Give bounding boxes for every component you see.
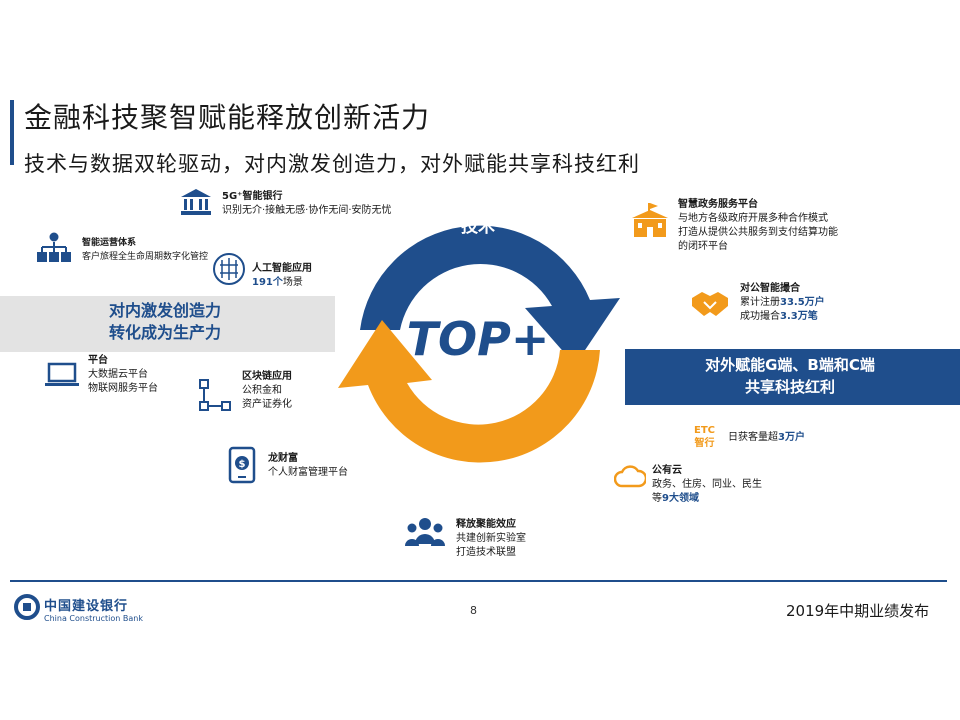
title-accent-bar: [10, 100, 14, 165]
gov-platform-line1: 与地方各级政府开展多种合作模式: [678, 213, 828, 224]
ccb-logo: 中国建设银行 China Construction Bank: [44, 595, 143, 623]
etc-label: ETC: [694, 425, 715, 436]
synergy-line1: 共建创新实验室: [456, 533, 526, 544]
etc-count: 3万户: [778, 432, 805, 443]
gov-platform-block: 智慧政务服务平台 与地方各级政府开展多种合作模式 打造从提供公共服务到支付结算功…: [678, 198, 838, 254]
platform-block: 平台 大数据云平台 物联网服务平台: [88, 354, 158, 396]
etc-badge: ETC 智行: [694, 424, 715, 450]
footer-event-title: 2019年中期业绩发布: [786, 602, 930, 620]
wealth-block: 龙财富 个人财富管理平台: [268, 452, 348, 480]
public-cloud-prefix: 等: [652, 493, 662, 504]
cloud-icon: [614, 465, 646, 488]
smart-bank-title: 5G⁺智能银行: [222, 191, 283, 202]
technology-arc: [360, 225, 620, 365]
public-cloud-line1: 政务、住房、同业、民生: [652, 479, 762, 490]
blockchain-line2: 资产证券化: [242, 399, 292, 410]
ops-system-text: 客户旅程全生命周期数字化管控: [82, 252, 209, 262]
ai-apps-suffix: 场景: [282, 277, 303, 288]
external-band-line2: 共享科技红利: [744, 378, 835, 396]
smart-bank-block: 5G⁺智能银行 识别无介·接触无感·协作无间·安防无忧: [222, 190, 392, 218]
gov-platform-line2: 打造从提供公共服务到支付结算功能: [678, 227, 838, 238]
registered-label: 累计注册: [740, 297, 780, 308]
footer-divider: [10, 580, 947, 582]
smart-bank-text: 识别无介·接触无感·协作无间·安防无忧: [222, 205, 392, 216]
wealth-line1: 个人财富管理平台: [268, 467, 348, 478]
handshake-icon: [692, 292, 728, 316]
corporate-matching-block: 对公智能撮合 累计注册33.5万户 成功撮合3.3万笔: [740, 282, 825, 324]
ccb-logo-cn: 中国建设银行: [44, 599, 129, 614]
etc-text: 日获客量超3万户: [728, 431, 805, 445]
ccb-logo-icon: [14, 594, 40, 620]
bank-icon: [181, 189, 211, 215]
org-chart-icon: [37, 232, 71, 262]
external-band-line1: 对外赋能G端、B端和C端: [705, 356, 875, 374]
svg-text:$: $: [239, 459, 246, 470]
internal-band: [0, 296, 335, 352]
external-band-text: 对外赋能G端、B端和C端 共享科技红利: [630, 354, 950, 398]
wealth-title: 龙财富: [268, 453, 298, 464]
ops-system-block: 智能运营体系 客户旅程全生命周期数字化管控: [82, 236, 208, 264]
page-title: 金融科技聚智赋能释放创新活力: [24, 101, 431, 134]
ccb-logo-en: China Construction Bank: [44, 614, 143, 623]
matched-count: 3.3万笔: [780, 311, 818, 322]
blockchain-block: 区块链应用 公积金和 资产证券化: [242, 370, 292, 412]
platform-line1: 大数据云平台: [88, 369, 148, 380]
internal-band-line2: 转化成为生产力: [108, 323, 221, 342]
laptop-icon: [45, 362, 79, 386]
etc-prefix: 日获客量超: [728, 432, 778, 443]
blockchain-icon: [199, 379, 231, 411]
platform-line2: 物联网服务平台: [88, 383, 158, 394]
internal-band-text: 对内激发创造力 转化成为生产力: [0, 300, 330, 344]
public-cloud-title: 公有云: [652, 465, 682, 476]
synergy-line2: 打造技术联盟: [456, 547, 516, 558]
corporate-matching-title: 对公智能撮合: [740, 283, 800, 294]
data-arc: [338, 320, 600, 463]
platform-title: 平台: [88, 355, 108, 366]
cycle-diagram: 技术 数据 TOP+: [338, 216, 620, 485]
blockchain-title: 区块链应用: [242, 371, 292, 382]
etc-smart-label: 智行: [694, 438, 715, 449]
public-cloud-block: 公有云 政务、住房、同业、民生 等9大领域: [652, 464, 762, 506]
page-subtitle: 技术与数据双轮驱动，对内激发创造力，对外赋能共享科技红利: [24, 152, 640, 176]
team-icon: [405, 518, 445, 546]
synergy-title: 释放聚能效应: [456, 519, 516, 530]
ai-apps-block: 人工智能应用 191个场景: [252, 262, 312, 290]
page-number: 8: [470, 604, 477, 617]
registered-count: 33.5万户: [780, 297, 825, 308]
synergy-block: 释放聚能效应 共建创新实验室 打造技术联盟: [456, 518, 526, 560]
mobile-wallet-icon: $: [228, 446, 256, 484]
ai-apps-count: 191个: [252, 277, 283, 288]
ai-chip-icon: [213, 253, 245, 285]
internal-band-line1: 对内激发创造力: [108, 301, 221, 320]
public-cloud-count: 9大领域: [662, 493, 699, 504]
matched-label: 成功撮合: [740, 311, 780, 322]
gov-platform-line3: 的闭环平台: [678, 241, 728, 252]
data-label: 数据: [461, 464, 495, 485]
technology-label: 技术: [461, 216, 495, 237]
ops-system-title: 智能运营体系: [82, 238, 137, 248]
gov-platform-title: 智慧政务服务平台: [678, 199, 758, 210]
government-building-icon: [632, 203, 668, 237]
blockchain-line1: 公积金和: [242, 385, 282, 396]
ai-apps-title: 人工智能应用: [252, 263, 312, 274]
top-plus-logo: TOP+: [407, 312, 550, 366]
external-band: [625, 349, 960, 405]
